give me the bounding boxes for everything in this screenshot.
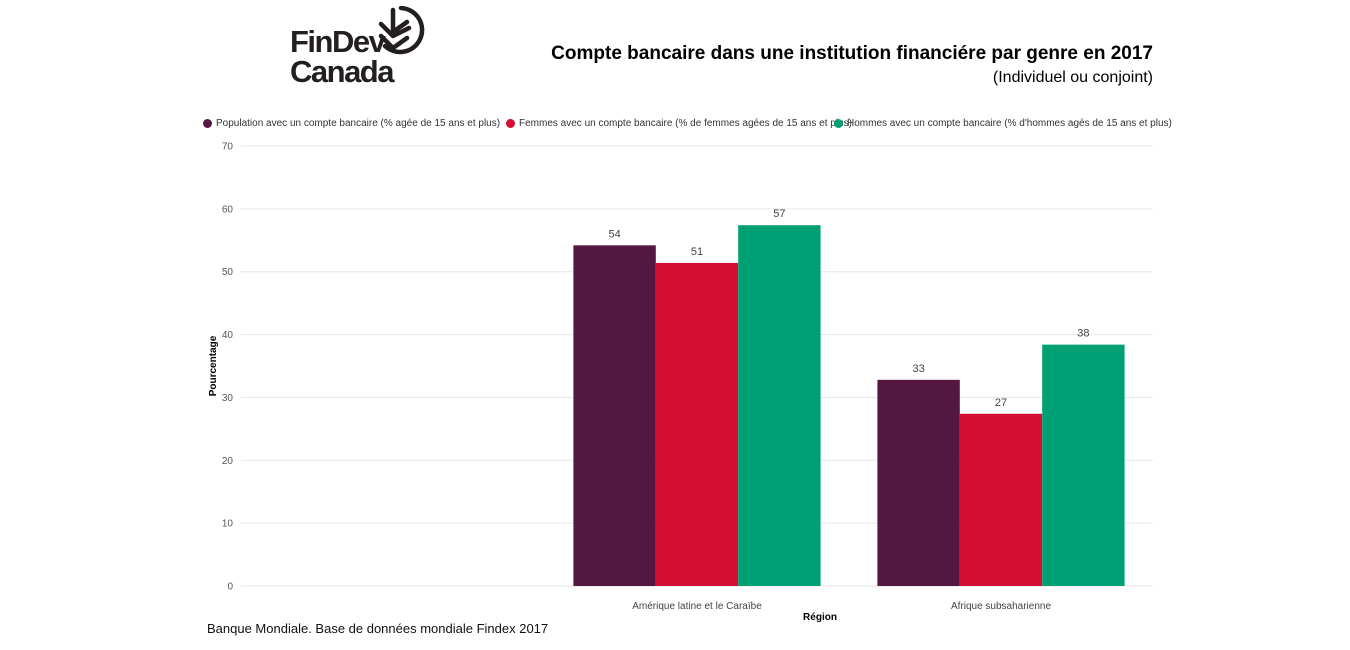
x-tick-label: Afrique subsaharienne — [951, 601, 1052, 612]
y-tick-label: 70 — [222, 142, 234, 153]
y-tick-label: 60 — [222, 204, 234, 215]
bar-value-label: 38 — [1077, 328, 1089, 340]
bar[interactable] — [959, 413, 1043, 586]
y-tick-label: 40 — [222, 330, 234, 341]
bar-value-label: 54 — [608, 228, 620, 240]
logo-text-line1: FinDev — [290, 24, 387, 59]
legend-label-population: Population avec un compte bancaire (% ag… — [216, 118, 501, 129]
bar-value-label: 57 — [773, 208, 785, 220]
y-tick-label: 0 — [227, 582, 233, 593]
legend-item-femmes[interactable]: Femmes avec un compte bancaire (% de fem… — [506, 118, 852, 129]
legend-item-population[interactable]: Population avec un compte bancaire (% ag… — [203, 118, 500, 129]
bar-value-label: 33 — [912, 363, 924, 375]
legend-dot-population — [203, 119, 212, 128]
y-tick-label: 30 — [222, 393, 234, 404]
chart-legend: Population avec un compte bancaire (% ag… — [203, 118, 1172, 134]
chart-title-block: Compte bancaire dans une institution fin… — [551, 42, 1153, 90]
x-axis-title: Région — [803, 612, 837, 623]
y-axis-title: Pourcentage — [208, 335, 219, 396]
logo-text-line2: Canada — [290, 54, 395, 86]
bar[interactable] — [573, 245, 656, 587]
bar[interactable] — [1042, 344, 1125, 586]
x-tick-label: Amérique latine et le Caraïbe — [632, 601, 762, 612]
y-tick-label: 20 — [222, 456, 234, 467]
y-tick-label: 50 — [222, 267, 234, 278]
legend-item-hommes[interactable]: Hommes avec un compte bancaire (% d'homm… — [834, 118, 1172, 129]
y-axis-ticks: 0 10 20 30 40 50 60 70 — [222, 142, 234, 593]
chart-bars — [573, 225, 1125, 587]
legend-label-femmes: Femmes avec un compte bancaire (% de fem… — [519, 118, 852, 129]
bar[interactable] — [655, 262, 739, 586]
bar-value-labels: 54 51 57 33 27 38 — [608, 208, 1089, 409]
legend-dot-femmes — [506, 119, 515, 128]
y-tick-label: 10 — [222, 519, 234, 530]
bar[interactable] — [877, 379, 960, 586]
bar-value-label: 51 — [691, 246, 703, 258]
chart-title: Compte bancaire dans une institution fin… — [551, 43, 1153, 64]
bar-value-label: 27 — [995, 397, 1007, 409]
logo-leaf-icon — [378, 6, 425, 55]
bar[interactable] — [738, 225, 821, 586]
x-axis-ticks: Amérique latine et le Caraïbe Afrique sub… — [632, 601, 1051, 612]
source-note: Banque Mondiale. Base de données mondial… — [207, 621, 549, 636]
findev-canada-logo: FinDev Canada — [290, 6, 425, 86]
legend-label-hommes: Hommes avec un compte bancaire (% d'homm… — [847, 118, 1172, 129]
legend-dot-hommes — [834, 119, 843, 128]
chart-subtitle: (Individuel ou conjoint) — [992, 69, 1153, 86]
